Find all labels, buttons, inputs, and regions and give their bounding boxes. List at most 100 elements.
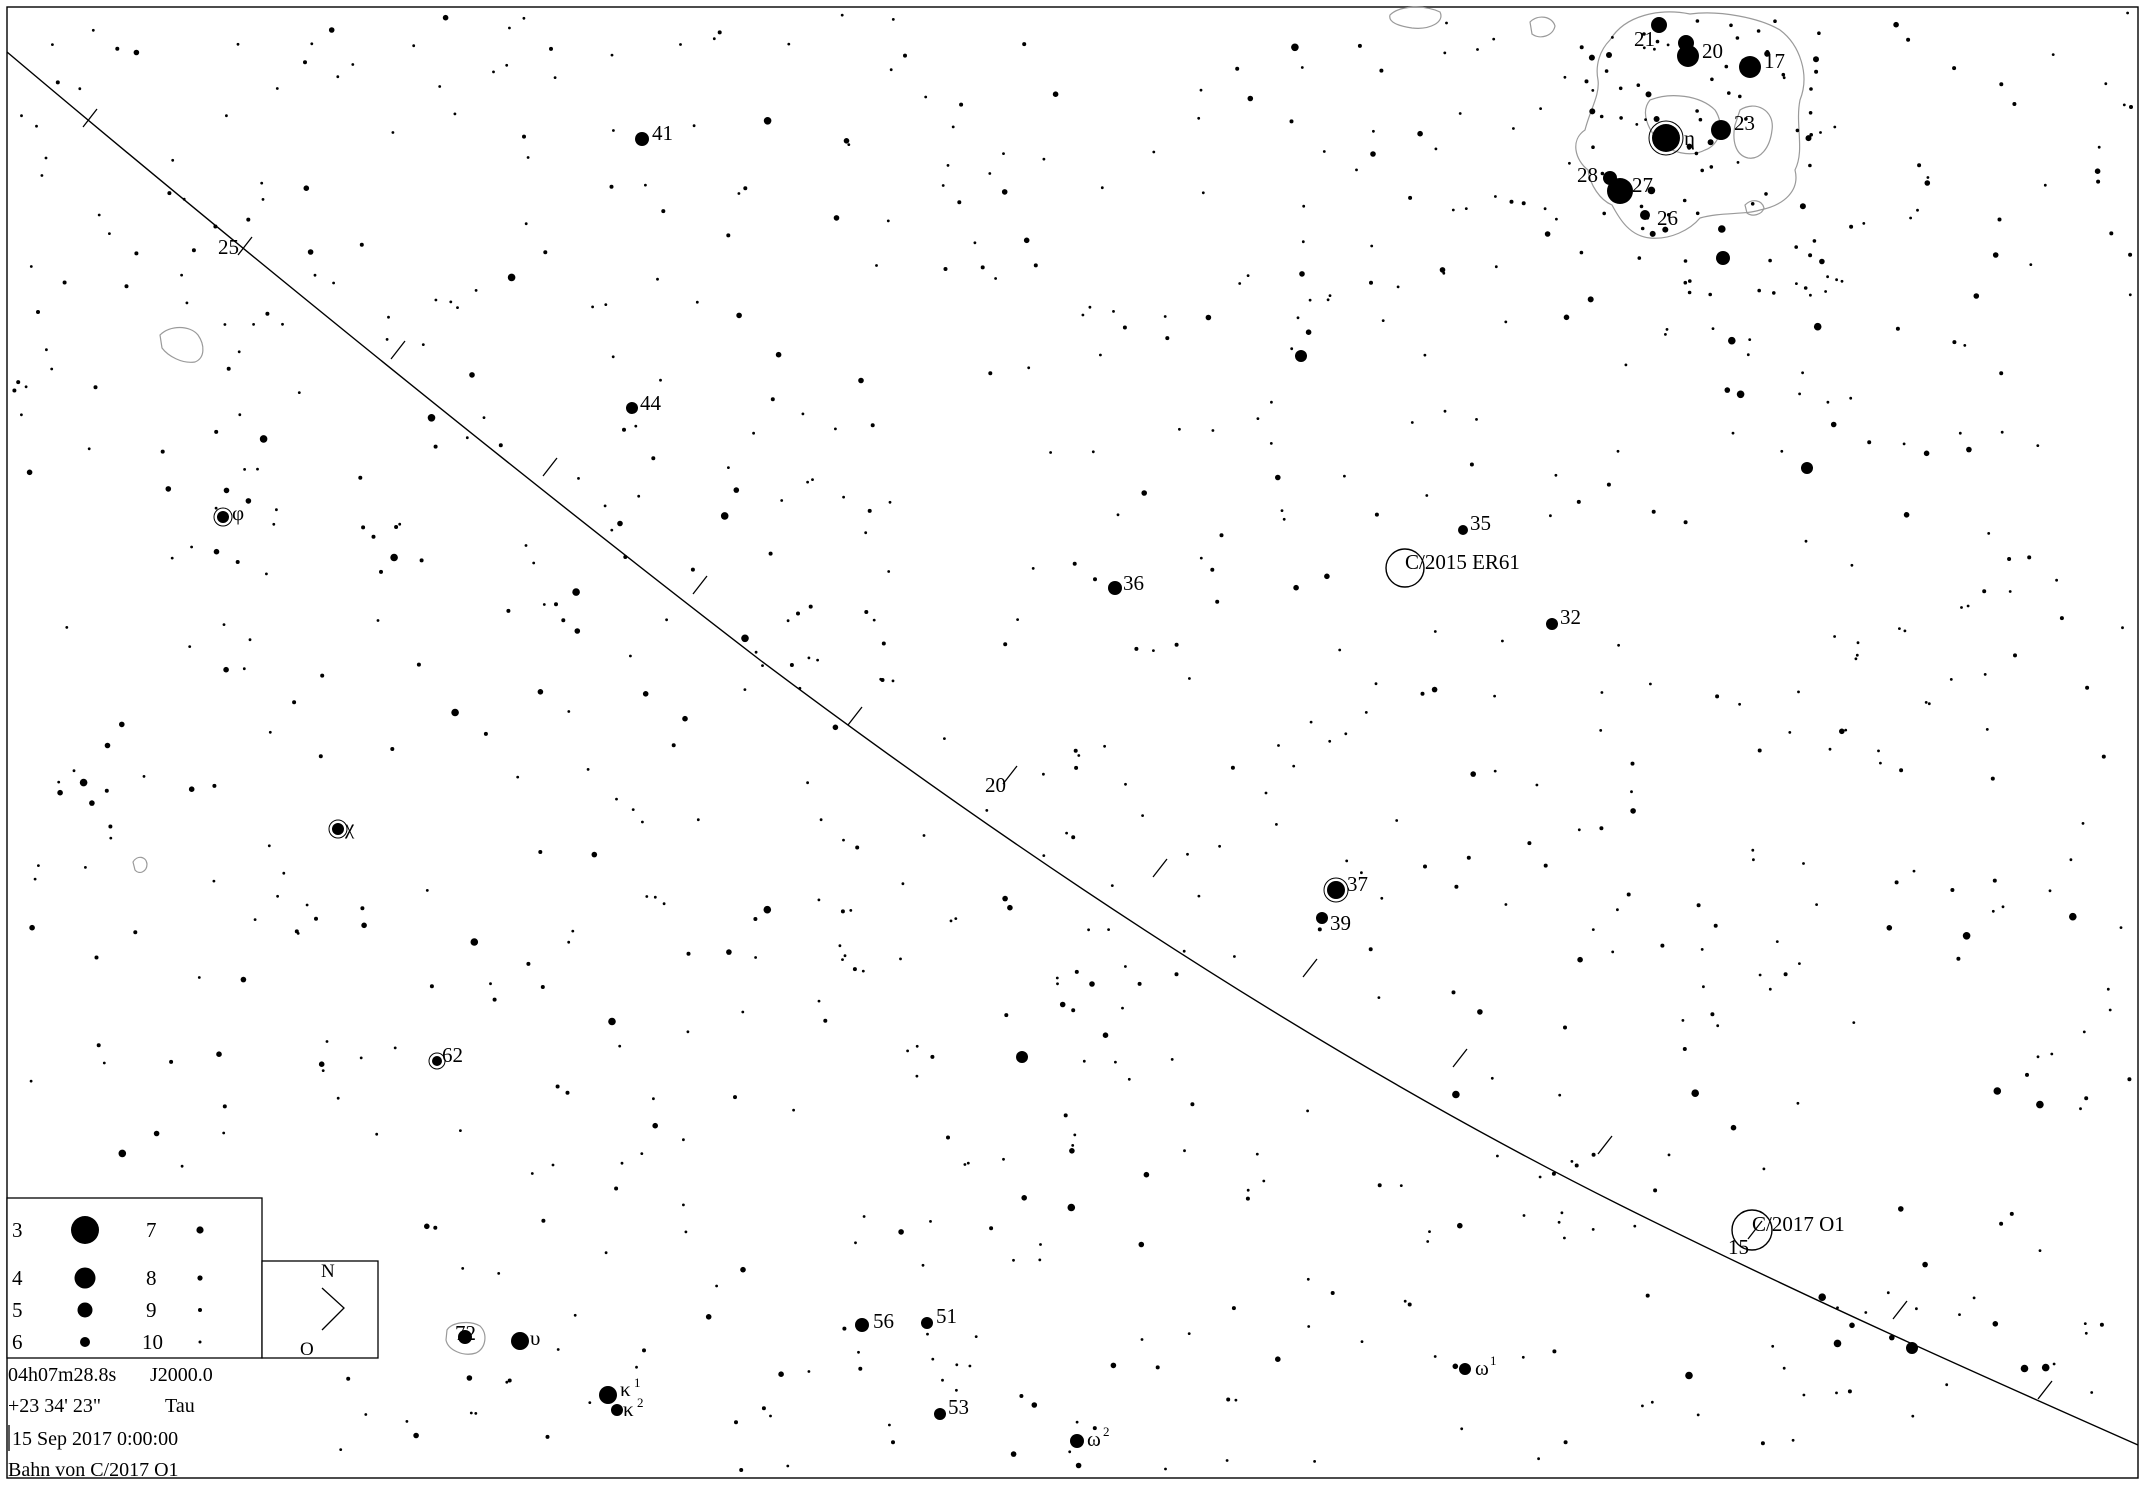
star [160, 449, 165, 454]
star [1230, 765, 1235, 770]
star [1667, 1153, 1671, 1157]
star [526, 961, 531, 966]
star [1713, 923, 1718, 928]
star [1295, 350, 1307, 362]
star [840, 13, 844, 17]
star [36, 310, 40, 314]
star [1327, 881, 1345, 899]
star [1791, 1438, 1795, 1442]
star [1140, 1338, 1144, 1341]
star [497, 1272, 501, 1275]
star [1563, 1440, 1568, 1445]
star [763, 117, 772, 125]
star [1867, 440, 1872, 445]
star [823, 1018, 828, 1023]
star [1696, 903, 1701, 908]
star [1476, 48, 1479, 51]
star [2001, 905, 2005, 909]
star [1579, 250, 1584, 255]
star [1306, 1109, 1309, 1113]
star [180, 273, 184, 277]
star [921, 1263, 925, 1267]
star [78, 87, 82, 91]
star [1833, 1339, 1842, 1348]
double-star-ring [328, 819, 348, 839]
star [726, 233, 731, 238]
star [332, 823, 344, 835]
star [954, 917, 958, 920]
star [1460, 1427, 1464, 1431]
star [988, 371, 993, 376]
star [727, 466, 730, 469]
star [2084, 1331, 2088, 1335]
star [482, 416, 486, 419]
star [361, 525, 366, 530]
star [1999, 1221, 2004, 1226]
star [1372, 129, 1375, 133]
star [934, 1408, 946, 1420]
star [838, 944, 842, 948]
star [1972, 1296, 1976, 1300]
star [1345, 859, 1349, 863]
star [1662, 226, 1669, 233]
star [1801, 462, 1813, 474]
star [1187, 1332, 1191, 1335]
star [84, 866, 87, 869]
star [1966, 604, 1970, 608]
star-label-37: 37 [1347, 872, 1368, 896]
star [1134, 646, 1139, 651]
star [2043, 183, 2047, 187]
star [466, 1375, 473, 1381]
star [522, 134, 526, 139]
star [752, 431, 755, 435]
star [2055, 578, 2059, 582]
star [941, 184, 945, 187]
star [610, 528, 614, 532]
star [946, 164, 950, 167]
star [1152, 150, 1156, 154]
star [1760, 1441, 1765, 1446]
star [1782, 76, 1786, 80]
star [376, 619, 380, 622]
star [1917, 163, 1922, 168]
star [236, 42, 240, 46]
star [171, 158, 175, 162]
star [537, 689, 544, 695]
star [1269, 442, 1273, 445]
star [1640, 226, 1645, 231]
star [553, 76, 557, 79]
star-label-21: 21 [1634, 27, 1655, 51]
star [1370, 244, 1374, 248]
star [2096, 179, 2101, 184]
star [656, 277, 659, 281]
star [451, 708, 459, 717]
star [226, 366, 231, 371]
star [1856, 641, 1860, 645]
star [1431, 686, 1438, 693]
star [1600, 171, 1605, 176]
star [1219, 533, 1224, 538]
star [915, 1074, 919, 1078]
star [51, 43, 54, 46]
star [1197, 894, 1201, 898]
star [40, 174, 44, 177]
star [957, 200, 962, 205]
star [1291, 43, 1299, 52]
star [1730, 1124, 1737, 1131]
star [1815, 903, 1818, 906]
star [1999, 371, 2004, 376]
star [2025, 1072, 2029, 1077]
star [292, 700, 297, 705]
star [133, 49, 140, 56]
star [1369, 280, 1373, 285]
star [1992, 878, 1997, 883]
star [1122, 325, 1127, 330]
star [855, 1318, 869, 1332]
star [1591, 89, 1595, 92]
star [741, 634, 749, 643]
star [2038, 1249, 2042, 1252]
star [1093, 577, 1097, 582]
star [1599, 826, 1604, 831]
star [811, 478, 814, 481]
star [753, 917, 758, 921]
